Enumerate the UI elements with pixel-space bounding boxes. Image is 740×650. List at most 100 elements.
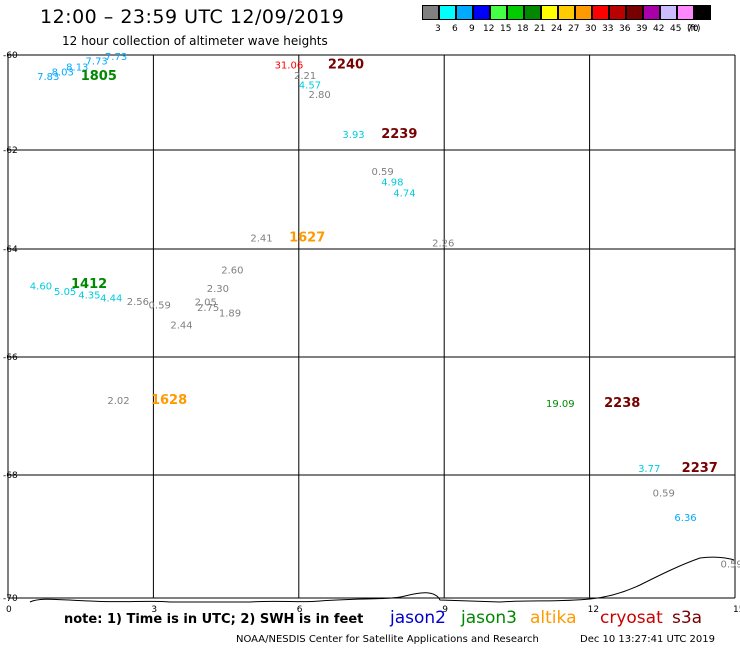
- colorbar-swatch: [456, 5, 473, 20]
- swh-reading: 8.13: [66, 63, 88, 74]
- colorbar-swatch: [660, 5, 677, 20]
- colorbar-swatch: [694, 5, 711, 20]
- swh-reading: 2.80: [308, 90, 330, 101]
- lat-tick-label: -66: [3, 353, 18, 363]
- swh-reading: 31.06: [275, 60, 304, 71]
- swh-reading: 19.09: [546, 399, 575, 410]
- lon-tick-label: 3: [151, 605, 157, 615]
- lon-tick-label: 12: [588, 605, 599, 615]
- swh-reading: 4.44: [100, 293, 122, 304]
- lat-tick-label: -62: [3, 146, 18, 156]
- colorbar-swatch: [558, 5, 575, 20]
- footer-note: note: 1) Time is in UTC; 2) SWH is in fe…: [64, 612, 364, 627]
- swh-reading: 0.59: [653, 489, 675, 500]
- swh-reading: 2.05: [195, 298, 217, 309]
- colorbar-label: 24: [551, 24, 563, 34]
- footer-credit: NOAA/NESDIS Center for Satellite Applica…: [236, 634, 539, 645]
- colorbar-swatch: [490, 5, 507, 20]
- lat-tick-label: -70: [3, 594, 18, 604]
- colorbar-swatch: [592, 5, 609, 20]
- pass-time-label: 1805: [81, 69, 117, 84]
- page-subtitle: 12 hour collection of altimeter wave hei…: [62, 34, 328, 48]
- map-grid: 0 3 6 9 12 15 -60 -62 -64 -66 -68 -70: [3, 51, 740, 615]
- legend-altika: altika: [530, 608, 577, 628]
- swh-reading: 2.02: [107, 396, 129, 407]
- colorbar-label: 27: [568, 24, 580, 34]
- colorbar-label: 39: [636, 24, 648, 34]
- colorbar-label: 9: [469, 24, 475, 34]
- swh-reading: 2.44: [170, 320, 192, 331]
- colorbar-label: 12: [483, 24, 495, 34]
- swh-reading: 2.30: [207, 284, 229, 295]
- swh-reading: 0.59: [149, 300, 171, 311]
- colorbar-swatch: [643, 5, 660, 20]
- colorbar-label: 45: [670, 24, 682, 34]
- swh-reading: 7.83: [37, 72, 59, 83]
- pass-time-label: 2238: [604, 396, 640, 411]
- swh-reading: 2.75: [197, 303, 219, 314]
- lon-tick-label: 15: [733, 605, 740, 615]
- colorbar-swatch: [575, 5, 592, 20]
- pass-time-label: 1412: [71, 277, 107, 292]
- pass-time-label: 2240: [328, 57, 364, 72]
- legend-jason2: jason2: [390, 608, 446, 628]
- swh-reading: 6.36: [674, 513, 696, 524]
- lon-tick-label: 9: [442, 605, 448, 615]
- swh-reading: 4.98: [381, 178, 403, 189]
- colorbar-swatch: [524, 5, 541, 20]
- colorbar-label: 33: [602, 24, 614, 34]
- colorbar-label: 70: [687, 24, 699, 34]
- colorbar-label: 42: [653, 24, 665, 34]
- lat-tick-label: -64: [3, 245, 18, 255]
- colorbar-label: 15: [500, 24, 512, 34]
- colorbar-swatch: [422, 5, 439, 20]
- lat-tick-label: -60: [3, 51, 18, 61]
- lon-tick-label: 0: [6, 605, 12, 615]
- colorbar-label: 3: [435, 24, 441, 34]
- swh-reading: 0.59: [372, 167, 394, 178]
- swh-reading: 4.57: [299, 80, 321, 91]
- legend-jason3: jason3: [461, 608, 517, 628]
- colorbar-label: 36: [619, 24, 631, 34]
- colorbar-label: 18: [517, 24, 529, 34]
- colorbar-swatch: [677, 5, 694, 20]
- swh-reading: 4.35: [78, 291, 100, 302]
- colorbar-label: 30: [585, 24, 597, 34]
- colorbar-label: 6: [452, 24, 458, 34]
- colorbar-swatch: [507, 5, 524, 20]
- swh-reading: 4.74: [393, 189, 415, 200]
- swh-reading: 2.41: [250, 234, 272, 245]
- antarctic-coastline: [29, 556, 735, 603]
- pass-time-label: 1627: [289, 231, 325, 246]
- colorbar-unit: (ft): [687, 24, 701, 34]
- pass-time-label: 1628: [151, 393, 187, 408]
- swh-reading: 2.26: [432, 239, 454, 250]
- pass-times: 1805 2240 2239 1627 1412 1628 2238 2237: [71, 57, 718, 476]
- pass-time-label: 2237: [682, 461, 718, 476]
- swh-reading: 2.56: [127, 297, 149, 308]
- footer-generated-date: Dec 10 13:27:41 UTC 2019: [580, 634, 715, 645]
- colorbar-swatch: [473, 5, 490, 20]
- swh-reading: 5.05: [54, 287, 76, 298]
- swh-reading: 0.59: [720, 559, 740, 570]
- colorbar-swatch: [626, 5, 643, 20]
- legend-cryosat: cryosat: [600, 608, 663, 628]
- swh-reading: 2.60: [221, 265, 243, 276]
- lat-tick-label: -68: [3, 471, 18, 481]
- colorbar-swatch: [541, 5, 558, 20]
- colorbar-swatch: [439, 5, 456, 20]
- swh-reading: 3.93: [342, 130, 364, 141]
- legend-s3a: s3a: [672, 608, 703, 628]
- swh-reading: 3.77: [638, 464, 660, 475]
- swh-reading: 1.89: [219, 309, 241, 320]
- swh-reading: 7.73: [86, 57, 108, 68]
- swh-reading: 7.73: [105, 52, 127, 63]
- pass-time-label: 2239: [381, 127, 417, 142]
- page-title: 12:00 – 23:59 UTC 12/09/2019: [40, 6, 345, 28]
- swh-readings: 7.737.738.138.037.8331.062.214.572.803.9…: [30, 52, 740, 571]
- swh-reading: 8.03: [52, 67, 74, 78]
- colorbar-swatch: [609, 5, 626, 20]
- swh-reading: 4.60: [30, 282, 52, 293]
- colorbar-label: 21: [534, 24, 546, 34]
